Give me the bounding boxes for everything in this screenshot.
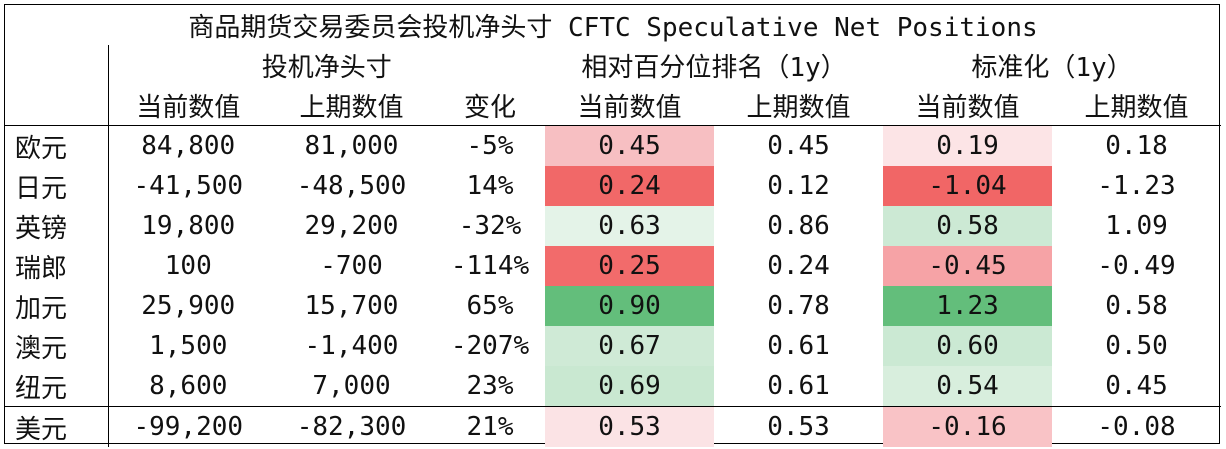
table-row: 英镑 19,800 29,200 -32% 0.63 0.86 0.58 1.09 [5, 206, 1221, 246]
header-blank [5, 45, 109, 85]
net-current-cell: 1,500 [149, 331, 228, 361]
percentile-previous-cell: 0.24 [767, 251, 830, 281]
percentile-previous-cell: 0.61 [767, 371, 830, 401]
standardized-current-cell: 0.58 [883, 206, 1052, 246]
standardized-current-cell: 0.54 [883, 366, 1052, 407]
net-previous-cell: 81,000 [268, 125, 435, 166]
standardized-previous-cell: 0.45 [1105, 371, 1168, 401]
net-previous-cell: -48,500 [296, 171, 407, 201]
net-current-cell: 8,600 [149, 371, 228, 401]
percentile-previous-cell: 0.78 [767, 291, 830, 321]
net-current-cell: 100 [164, 251, 212, 281]
percentile-current-cell: 0.45 [545, 125, 714, 166]
net-previous-cell: 29,200 [304, 211, 399, 241]
standardized-previous-cell: 0.18 [1052, 125, 1222, 166]
net-change-cell: -5% [435, 125, 545, 166]
column-header: 变化 [463, 92, 516, 123]
net-change-cell: 23% [466, 371, 514, 401]
standardized-previous-cell: -0.08 [1052, 406, 1222, 447]
standardized-previous-cell: 1.09 [1105, 211, 1168, 241]
standardized-current-cell: 0.60 [883, 326, 1052, 366]
table-row: 澳元 1,500 -1,400 -207% 0.67 0.61 0.60 0.50 [5, 326, 1221, 366]
standardized-previous-cell: 0.50 [1105, 331, 1168, 361]
net-previous-cell: 7,000 [312, 371, 391, 401]
table-row: 欧元 84,800 81,000 -5% 0.45 0.45 0.19 0.18 [5, 125, 1222, 166]
percentile-previous-cell: 0.86 [767, 211, 830, 241]
table-row: 美元 -99,200 -82,300 21% 0.53 0.53 -0.16 -0.08 [5, 406, 1222, 447]
row-label: 欧元 [5, 125, 109, 166]
row-label: 瑞郎 [5, 246, 109, 286]
standardized-previous-cell: -0.49 [1097, 251, 1176, 281]
percentile-current-cell: 0.67 [545, 326, 714, 366]
percentile-previous-cell: 0.12 [767, 171, 830, 201]
net-current-cell: 25,900 [141, 291, 236, 321]
standardized-previous-cell: 0.58 [1105, 291, 1168, 321]
net-current-cell: -41,500 [133, 171, 244, 201]
percentile-current-cell: 0.63 [545, 206, 714, 246]
percentile-current-cell: 0.24 [545, 166, 714, 206]
standardized-current-cell: -0.16 [883, 406, 1052, 447]
net-change-cell: -114% [450, 251, 530, 281]
net-change-cell: 14% [466, 171, 514, 201]
percentile-current-cell: 0.90 [545, 286, 714, 326]
row-label: 加元 [5, 286, 109, 326]
net-current-cell: 19,800 [141, 211, 236, 241]
column-header: 上期数值 [299, 92, 404, 123]
standardized-current-cell: 0.19 [883, 125, 1052, 166]
net-change-cell: 65% [466, 291, 514, 321]
standardized-current-cell: 1.23 [883, 286, 1052, 326]
percentile-current-cell: 0.53 [545, 406, 714, 447]
row-label: 英镑 [5, 206, 109, 246]
group-header-percentile: 相对百分位排名（1y） [581, 52, 847, 83]
column-header: 当前数值 [136, 92, 241, 123]
column-header: 当前数值 [915, 92, 1020, 123]
row-label: 澳元 [5, 326, 109, 366]
table-body: 欧元 84,800 81,000 -5% 0.45 0.45 0.19 0.18 日元 -41,5… [5, 125, 1222, 447]
percentile-previous-cell: 0.53 [714, 406, 883, 447]
percentile-previous-cell: 0.45 [714, 125, 883, 166]
group-header-standardized: 标准化（1y） [971, 52, 1133, 83]
cftc-table: 商品期货交易委员会投机净头寸 CFTC Speculative Net Posi… [5, 5, 1222, 447]
column-header: 上期数值 [1084, 92, 1189, 123]
net-change-cell: -32% [458, 211, 522, 241]
column-header: 上期数值 [746, 92, 851, 123]
net-previous-cell: -700 [320, 251, 383, 281]
table-row: 加元 25,900 15,700 65% 0.90 0.78 1.23 0.58 [5, 286, 1221, 326]
standardized-current-cell: -1.04 [883, 166, 1052, 206]
net-current-cell: -99,200 [108, 406, 268, 447]
net-change-cell: 21% [435, 406, 545, 447]
table-row: 日元 -41,500 -48,500 14% 0.24 0.12 -1.04 -1.23 [5, 166, 1221, 206]
row-label: 日元 [5, 166, 109, 206]
table-row: 瑞郎 100 -700 -114% 0.25 0.24 -0.45 -0.49 [5, 246, 1221, 286]
table-row: 纽元 8,600 7,000 23% 0.69 0.61 0.54 0.45 [5, 366, 1221, 407]
percentile-current-cell: 0.69 [545, 366, 714, 407]
net-change-cell: -207% [450, 331, 530, 361]
net-current-cell: 84,800 [108, 125, 268, 166]
row-label: 纽元 [5, 366, 109, 407]
cftc-table-frame: 商品期货交易委员会投机净头寸 CFTC Speculative Net Posi… [4, 4, 1222, 447]
column-header: 当前数值 [577, 92, 682, 123]
header-blank [5, 85, 109, 126]
net-previous-cell: -1,400 [304, 331, 399, 361]
net-previous-cell: -82,300 [268, 406, 435, 447]
standardized-current-cell: -0.45 [883, 246, 1052, 286]
percentile-current-cell: 0.25 [545, 246, 714, 286]
row-label: 美元 [5, 406, 109, 447]
percentile-previous-cell: 0.61 [767, 331, 830, 361]
net-previous-cell: 15,700 [304, 291, 399, 321]
standardized-previous-cell: -1.23 [1097, 171, 1176, 201]
group-header-net-positions: 投机净头寸 [261, 52, 392, 83]
chart-title: 商品期货交易委员会投机净头寸 CFTC Speculative Net Posi… [188, 12, 1038, 43]
